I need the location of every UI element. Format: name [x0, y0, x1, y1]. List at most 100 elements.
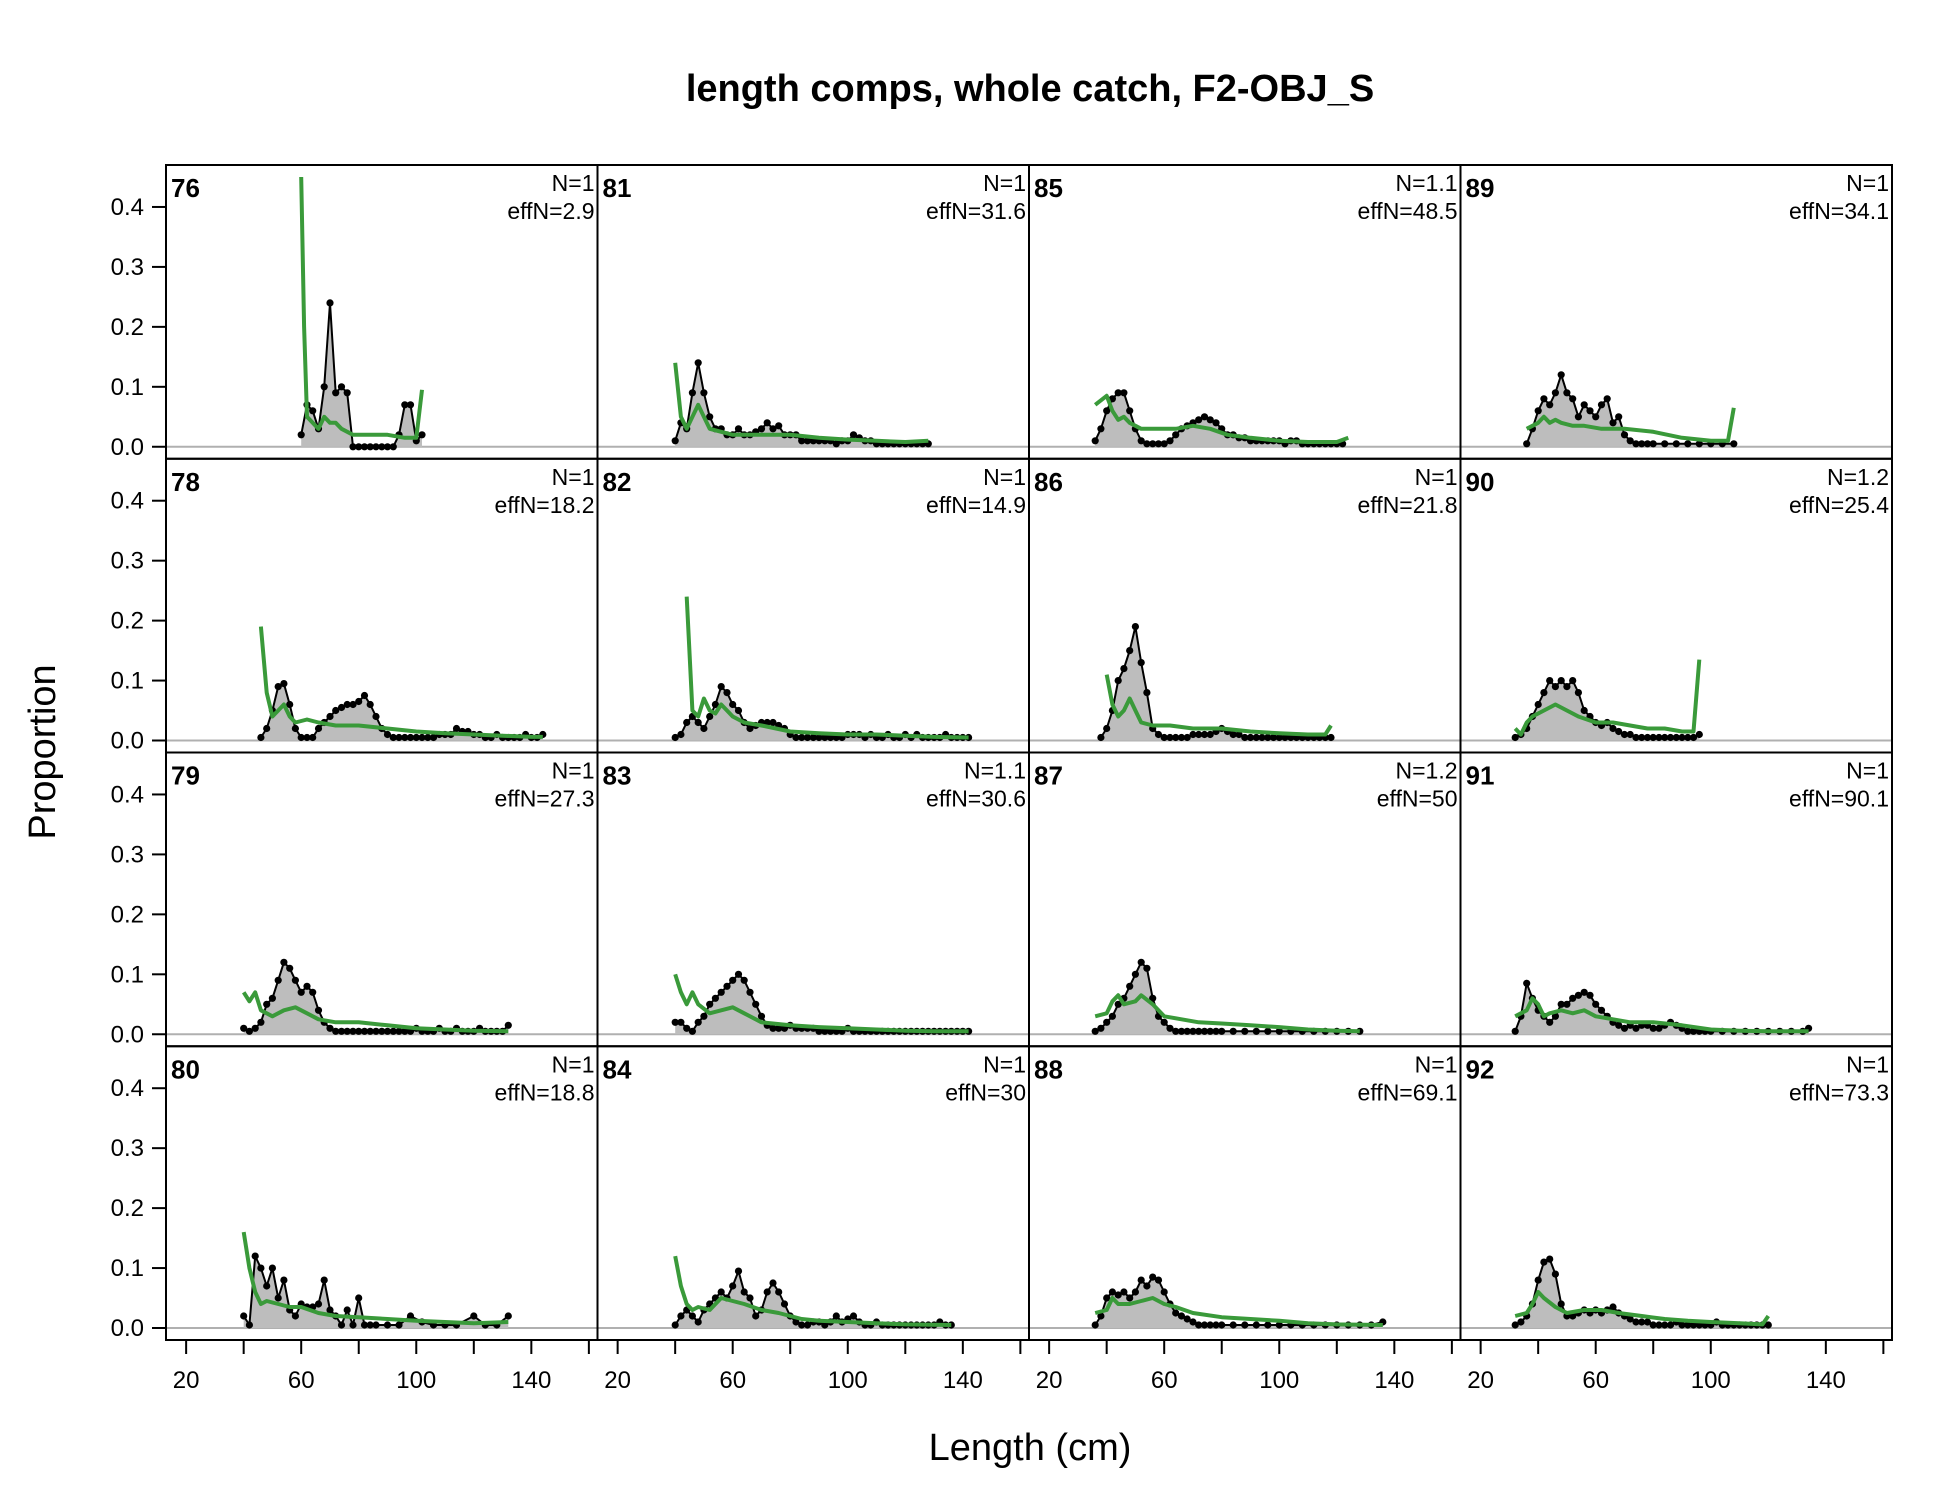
- observed-point: [401, 1027, 409, 1035]
- observed-point: [504, 1021, 512, 1029]
- observed-point: [1183, 1315, 1191, 1323]
- observed-point: [1120, 665, 1128, 673]
- observed-point: [1580, 988, 1588, 996]
- panel-n-label: N=1: [983, 464, 1026, 490]
- observed-point: [1540, 395, 1548, 403]
- observed-point: [389, 443, 397, 451]
- chart-title: length comps, whole catch, F2-OBJ_S: [686, 68, 1374, 110]
- observed-point: [769, 1024, 777, 1032]
- observed-point: [1200, 1321, 1209, 1329]
- observed-point: [1534, 407, 1542, 415]
- panel-effn-label: effN=30.6: [926, 786, 1026, 812]
- observed-point: [1200, 1027, 1209, 1035]
- observed-point: [803, 1321, 812, 1329]
- observed-point: [1615, 1021, 1623, 1029]
- observed-point: [1534, 700, 1542, 709]
- observed-point: [694, 1318, 702, 1326]
- observed-point: [780, 1300, 789, 1308]
- x-tick-label: 100: [396, 1367, 436, 1394]
- observed-point: [343, 1306, 351, 1314]
- observed-point: [752, 1312, 760, 1320]
- observed-point: [1597, 1006, 1606, 1014]
- observed-point: [1264, 733, 1272, 742]
- observed-point: [378, 443, 386, 451]
- observed-area: [1515, 1259, 1769, 1328]
- expected-line: [684, 596, 969, 740]
- observed-point: [700, 724, 708, 733]
- observed-point: [1097, 425, 1105, 433]
- observed-point: [1672, 440, 1680, 448]
- observed-point: [383, 730, 392, 739]
- panel-year-label: 92: [1466, 1054, 1495, 1084]
- observed-point: [757, 425, 766, 433]
- observed-point: [337, 1321, 346, 1329]
- observed-point: [815, 1027, 823, 1035]
- observed-point: [1200, 730, 1209, 739]
- observed-point: [245, 1027, 253, 1035]
- x-axis-title: Length (cm): [929, 1427, 1132, 1469]
- observed-point: [1730, 440, 1738, 448]
- y-tick-label: 0.4: [111, 1075, 144, 1102]
- observed-point: [1166, 437, 1174, 445]
- observed-point: [1206, 1027, 1214, 1035]
- observed-point: [821, 1027, 829, 1035]
- observed-point: [734, 1267, 743, 1275]
- observed-point: [360, 443, 369, 451]
- observed-point: [1764, 1321, 1772, 1329]
- observed-point: [1661, 1321, 1669, 1329]
- observed-point: [245, 1321, 253, 1329]
- expected-line: [299, 176, 424, 440]
- observed-point: [1241, 1027, 1249, 1035]
- panel-year-label: 85: [1034, 173, 1063, 203]
- observed-point: [1626, 1315, 1634, 1323]
- observed-point: [424, 733, 432, 742]
- observed-point: [775, 422, 783, 430]
- observed-point: [268, 994, 276, 1002]
- y-tick-label: 0.3: [111, 1135, 144, 1162]
- observed-point: [360, 1027, 369, 1035]
- observed-point: [274, 683, 282, 691]
- observed-point: [240, 1312, 248, 1320]
- observed-point: [1678, 1321, 1686, 1329]
- observed-point: [740, 1288, 748, 1296]
- panel-effn-label: effN=25.4: [1789, 492, 1889, 518]
- observed-point: [1177, 1312, 1186, 1320]
- observed-point: [337, 703, 346, 712]
- observed-point: [314, 1006, 323, 1014]
- observed-point: [671, 1321, 679, 1329]
- observed-point: [412, 733, 420, 742]
- observed-point: [355, 697, 363, 706]
- observed-point: [1097, 733, 1105, 742]
- observed-point: [821, 1321, 829, 1329]
- observed-point: [1672, 733, 1680, 742]
- observed-point: [1523, 979, 1531, 987]
- observed-point: [257, 1018, 265, 1026]
- observed-point: [337, 1027, 346, 1035]
- observed-point: [1195, 1027, 1203, 1035]
- observed-area: [1515, 680, 1700, 741]
- panel-effn-label: effN=18.8: [495, 1079, 595, 1105]
- observed-point: [1609, 1303, 1617, 1311]
- observed-point: [1557, 371, 1565, 379]
- observed-point: [1609, 724, 1617, 733]
- observed-point: [1655, 1321, 1663, 1329]
- y-tick-label: 0.1: [111, 668, 144, 695]
- observed-point: [326, 712, 334, 721]
- observed-point: [694, 359, 702, 367]
- observed-point: [1143, 1282, 1151, 1290]
- observed-point: [1615, 413, 1623, 421]
- observed-point: [355, 1027, 363, 1035]
- observed-point: [1206, 1321, 1214, 1329]
- panel-effn-label: effN=30: [945, 1079, 1026, 1105]
- observed-point: [1638, 440, 1646, 448]
- observed-point: [343, 389, 351, 397]
- panel-year-label: 82: [603, 467, 632, 497]
- panel-n-label: N=1.1: [964, 758, 1026, 784]
- observed-point: [792, 1318, 800, 1326]
- observed-point: [280, 680, 288, 688]
- observed-point: [740, 976, 748, 984]
- observed-point: [1275, 733, 1283, 742]
